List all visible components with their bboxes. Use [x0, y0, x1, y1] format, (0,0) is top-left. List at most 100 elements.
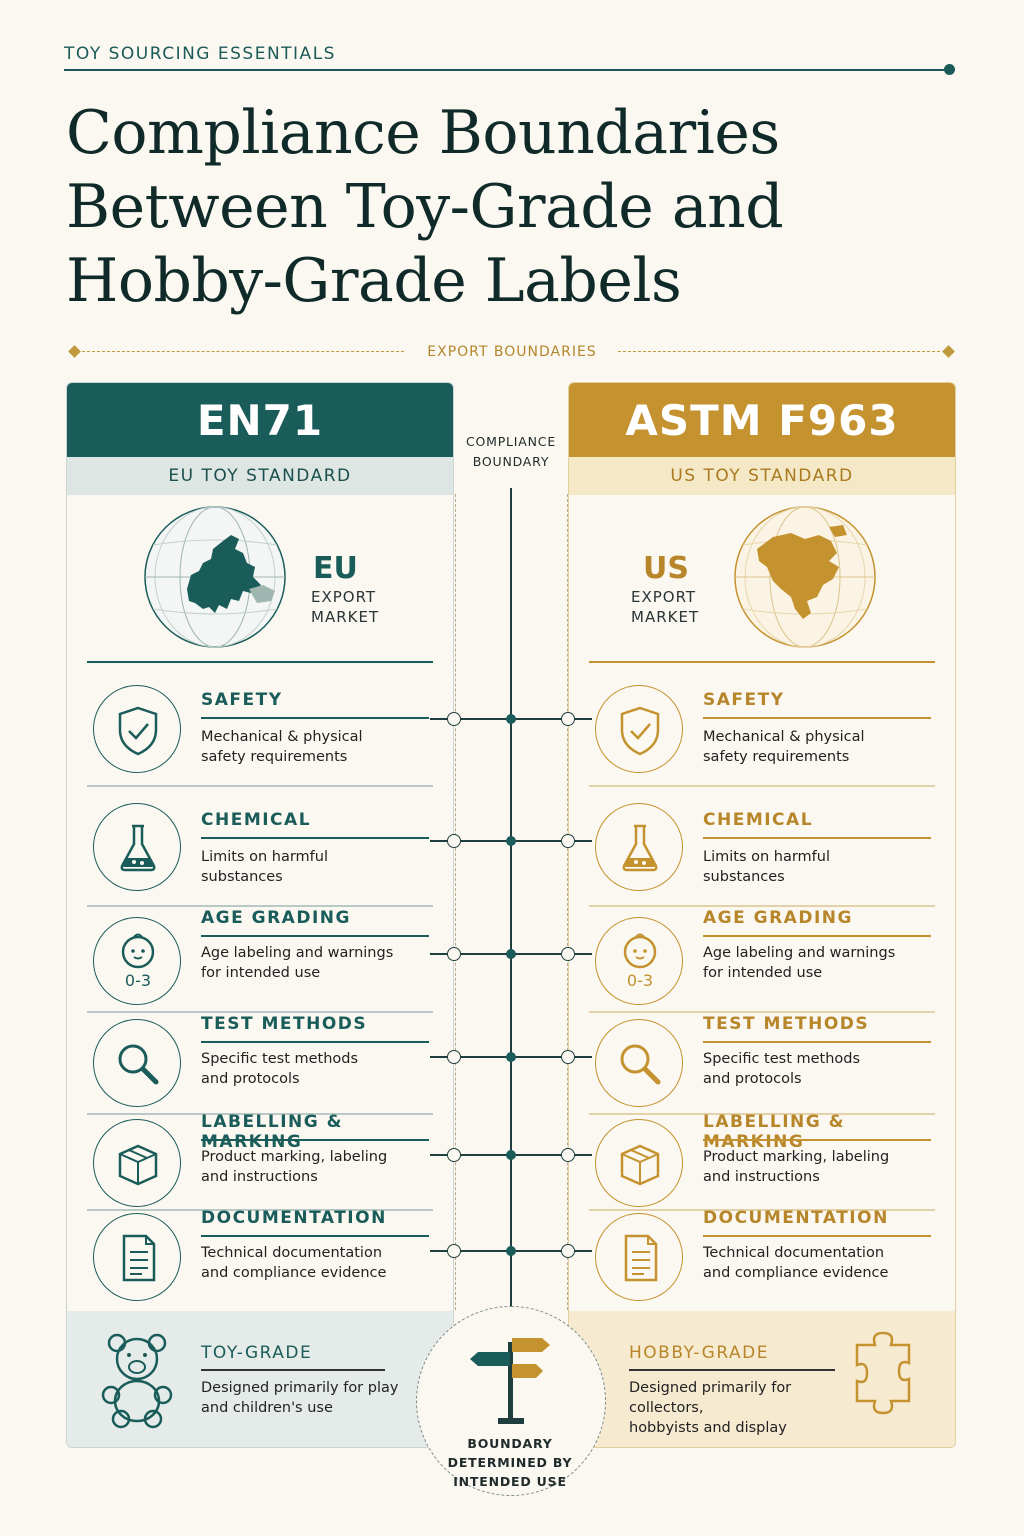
- eu-market-line1: EXPORT: [311, 588, 377, 606]
- us-market-line2: MARKET: [631, 608, 700, 626]
- row-title: DOCUMENTATION: [703, 1208, 889, 1228]
- row-desc: Product marking, labeling and instruction…: [201, 1149, 388, 1185]
- eu-market-line2: MARKET: [311, 608, 380, 626]
- row-title-rule: [703, 1041, 931, 1043]
- row-separator: [87, 1011, 433, 1013]
- svg-text:0-3: 0-3: [125, 971, 151, 990]
- connector-ring-left: [447, 834, 461, 848]
- eu-market: EU EXPORT MARKET: [67, 505, 447, 655]
- row-title-rule: [201, 717, 429, 719]
- connector-node: [506, 836, 516, 846]
- row-desc: Specific test methods and protocols: [201, 1051, 359, 1087]
- us-market-desc: EXPORT MARKET: [631, 587, 699, 627]
- row-title: AGE GRADING: [201, 908, 351, 928]
- section-label: EXPORT BOUNDARIES: [427, 344, 597, 360]
- section-rule-left: [82, 351, 404, 352]
- baby-face-icon: 0-3: [93, 917, 181, 1005]
- us-market-rule: [589, 661, 935, 663]
- kicker-dot: [944, 64, 955, 75]
- row-title-rule: [201, 935, 429, 937]
- row-separator: [589, 1113, 935, 1115]
- row-separator: [589, 785, 935, 787]
- row-desc: Mechanical & physical safety requirements: [703, 729, 865, 765]
- eu-standard-subtitle: EU TOY STANDARD: [67, 457, 453, 495]
- page-title: Compliance Boundaries Between Toy-Grade …: [66, 98, 784, 316]
- us-market: US EXPORT MARKET: [569, 505, 949, 655]
- row-desc: Age labeling and warnings for intended us…: [703, 945, 896, 981]
- us-footer-title: HOBBY-GRADE: [629, 1343, 769, 1363]
- us-footer: HOBBY-GRADE Designed primarily for colle…: [569, 1311, 955, 1447]
- eu-market-desc: EXPORT MARKET: [311, 587, 379, 627]
- baby-face-icon: 0-3: [595, 917, 683, 1005]
- row-separator: [589, 1011, 935, 1013]
- row-title-rule: [703, 935, 931, 937]
- row-desc: Mechanical & physical safety requirements: [201, 729, 363, 765]
- row-title: AGE GRADING: [703, 908, 853, 928]
- box-icon: [595, 1119, 683, 1207]
- puzzle-piece-icon: [851, 1331, 915, 1417]
- row-desc: Technical documentation and compliance ev…: [201, 1245, 387, 1281]
- row-desc: Technical documentation and compliance ev…: [703, 1245, 889, 1281]
- eu-footer-desc: Designed primarily for play and children'…: [201, 1380, 399, 1416]
- row-desc: Age labeling and warnings for intended us…: [201, 945, 394, 981]
- americas-globe-icon: [733, 505, 877, 649]
- row-title: SAFETY: [201, 690, 283, 710]
- connector-ring-left: [447, 1244, 461, 1258]
- shield-check-icon: [93, 685, 181, 773]
- eu-footer-rule: [201, 1369, 385, 1371]
- flask-icon: [93, 803, 181, 891]
- row-separator: [87, 1209, 433, 1211]
- signpost-icon: [466, 1334, 556, 1426]
- connector-ring-right: [561, 834, 575, 848]
- row-separator: [87, 905, 433, 907]
- row-title-rule: [703, 1139, 931, 1141]
- eu-footer: TOY-GRADE Designed primarily for play and…: [67, 1311, 453, 1447]
- connector-ring-left: [447, 1050, 461, 1064]
- flask-icon: [595, 803, 683, 891]
- row-separator: [589, 1209, 935, 1211]
- us-footer-desc: Designed primarily for collectors, hobbyi…: [629, 1380, 792, 1436]
- magnifier-icon: [595, 1019, 683, 1107]
- connector-ring-right: [561, 712, 575, 726]
- row-separator: [87, 1113, 433, 1115]
- row-desc: Limits on harmful substances: [201, 849, 329, 885]
- connector-ring-right: [561, 947, 575, 961]
- boundary-dash-left: [455, 494, 456, 1310]
- boundary-dash-right: [567, 494, 568, 1310]
- section-diamond-left: [68, 345, 81, 358]
- document-icon: [595, 1213, 683, 1301]
- intended-use-label: BOUNDARY DETERMINED BY INTENDED USE: [447, 1436, 573, 1489]
- connector-ring-left: [447, 712, 461, 726]
- boundary-spine: [510, 488, 512, 1312]
- row-separator: [589, 905, 935, 907]
- row-title-rule: [201, 1041, 429, 1043]
- connector-ring-right: [561, 1148, 575, 1162]
- eu-market-rule: [87, 661, 433, 663]
- section-rule-right: [618, 351, 940, 352]
- connector-node: [506, 1052, 516, 1062]
- row-desc: Specific test methods and protocols: [703, 1051, 861, 1087]
- row-title: LABELLING & MARKING: [703, 1112, 845, 1152]
- row-title: CHEMICAL: [703, 810, 814, 830]
- teddy-bear-icon: [97, 1329, 177, 1429]
- row-desc: Limits on harmful substances: [703, 849, 831, 885]
- row-title-rule: [201, 837, 429, 839]
- row-title-rule: [703, 717, 931, 719]
- us-market-code: US: [643, 551, 689, 586]
- row-title-rule: [703, 837, 931, 839]
- eu-market-code: EU: [313, 551, 358, 586]
- us-footer-rule: [629, 1369, 835, 1371]
- kicker: TOY SOURCING ESSENTIALS: [64, 44, 336, 64]
- europe-globe-icon: [143, 505, 287, 649]
- row-title: LABELLING & MARKING: [201, 1112, 343, 1152]
- connector-ring-right: [561, 1050, 575, 1064]
- us-standard-title: ASTM F963: [569, 383, 955, 457]
- kicker-rule: [64, 69, 948, 71]
- row-title-rule: [201, 1235, 429, 1237]
- shield-check-icon: [595, 685, 683, 773]
- row-title: SAFETY: [703, 690, 785, 710]
- connector-node: [506, 1150, 516, 1160]
- row-title: TEST METHODS: [703, 1014, 870, 1034]
- eu-standard-title: EN71: [67, 383, 453, 457]
- row-separator: [87, 785, 433, 787]
